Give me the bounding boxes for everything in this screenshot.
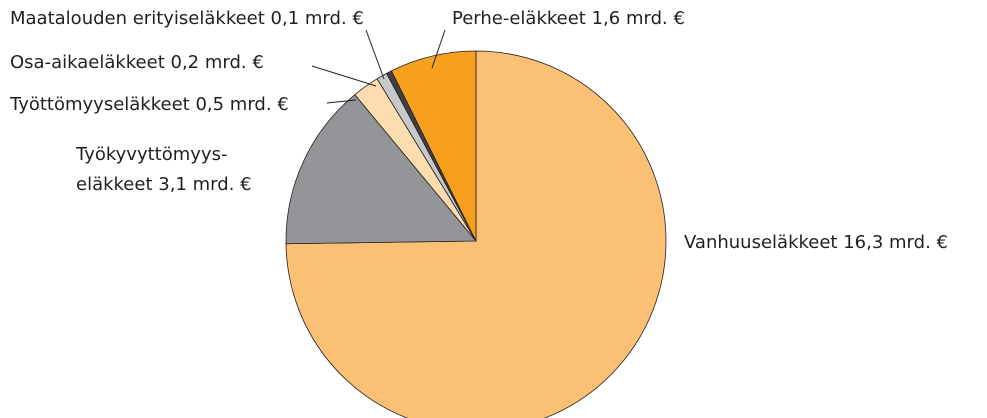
leader-line: [311, 65, 377, 87]
category-label: Maatalouden erityiseläkkeet: [10, 8, 265, 29]
slice-label: Maatalouden erityiseläkkeet 0,1 mrd. €: [10, 4, 364, 34]
value-label: 3,1 mrd. €: [158, 174, 252, 195]
value-label: 16,3 mrd. €: [843, 232, 948, 253]
value-label: 1,6 mrd. €: [591, 8, 685, 29]
slice-label: Osa-aikaeläkkeet 0,2 mrd. €: [10, 48, 264, 78]
leader-line: [365, 29, 385, 80]
leader-line: [431, 29, 446, 69]
slice-label: Perhe-eläkkeet 1,6 mrd. €: [452, 4, 685, 34]
slice-label: Vanhuuseläkkeet 16,3 mrd. €: [684, 228, 948, 258]
pie-slice: [285, 94, 477, 245]
category-label: Osa-aikaeläkkeet: [10, 52, 165, 73]
category-label: Perhe-eläkkeet: [452, 8, 586, 29]
category-label: Työttömyyseläkkeet: [10, 94, 190, 115]
pie-slice: [390, 50, 477, 242]
category-label: Vanhuuseläkkeet: [684, 232, 838, 253]
leader-line: [326, 99, 357, 104]
value-label: 0,2 mrd. €: [170, 52, 264, 73]
category-label: Työkyvyttömyys- eläkkeet: [76, 144, 228, 195]
value-label: 0,5 mrd. €: [195, 94, 289, 115]
slice-label: Työttömyyseläkkeet 0,5 mrd. €: [10, 90, 289, 120]
slice-label: Työkyvyttömyys- eläkkeet 3,1 mrd. €: [76, 140, 252, 200]
value-label: 0,1 mrd. €: [270, 8, 364, 29]
